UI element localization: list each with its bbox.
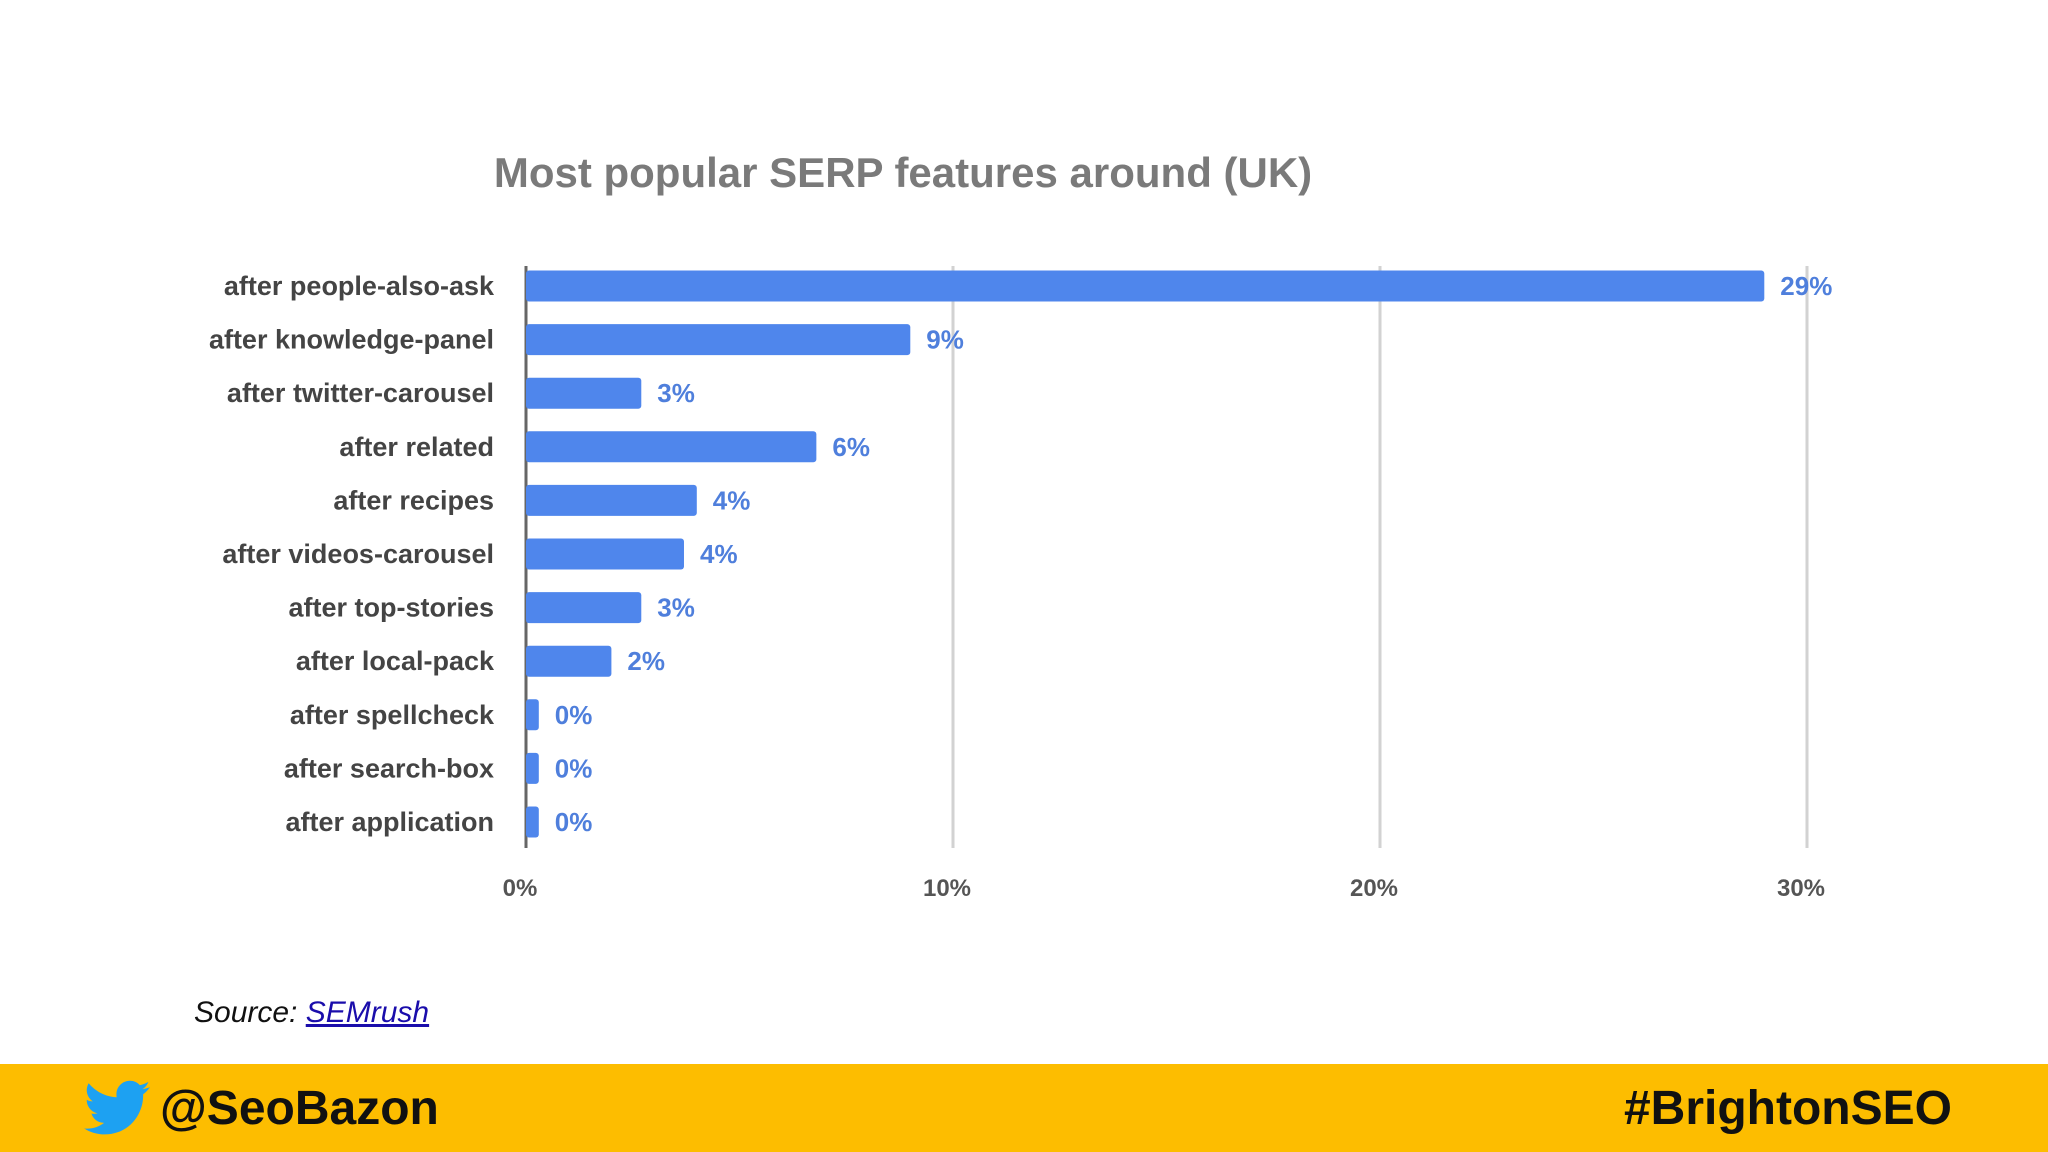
- data-label-4: 4%: [713, 485, 751, 515]
- bar-6: [526, 592, 642, 624]
- data-label-3: 6%: [832, 432, 870, 462]
- bar-layer: [526, 270, 1765, 838]
- category-label-2: after twitter-carousel: [227, 378, 494, 408]
- footer-bar: @SeoBazon #BrightonSEO: [0, 1064, 2048, 1152]
- category-label-1: after knowledge-panel: [209, 325, 494, 355]
- category-label-8: after spellcheck: [290, 700, 495, 730]
- category-label-7: after local-pack: [296, 646, 495, 676]
- source-prefix: Source:: [194, 996, 306, 1029]
- source-line: Source: SEMrush: [194, 996, 429, 1030]
- x-tick-label-30: 30%: [1777, 875, 1825, 902]
- twitter-bird-icon: [84, 1080, 150, 1135]
- bar-2: [526, 377, 642, 409]
- x-tick-label-0: 0%: [503, 875, 538, 902]
- bar-0: [526, 270, 1765, 302]
- bar-4: [526, 484, 697, 516]
- chart-title: Most popular SERP features around (UK): [494, 149, 1312, 196]
- bar-5: [526, 538, 684, 570]
- category-label-0: after people-also-ask: [224, 271, 495, 301]
- label-layer: after people-also-ask 29% after knowledge-…: [209, 271, 1832, 837]
- data-label-2: 3%: [657, 378, 695, 408]
- bar-7: [526, 645, 612, 677]
- category-label-9: after search-box: [284, 753, 494, 783]
- x-tick-label-10: 10%: [923, 875, 971, 902]
- data-label-8: 0%: [555, 700, 593, 730]
- source-link[interactable]: SEMrush: [305, 996, 430, 1029]
- twitter-handle: @SeoBazon: [160, 1081, 439, 1135]
- data-label-6: 3%: [657, 593, 695, 623]
- data-label-0: 29%: [1780, 271, 1832, 301]
- category-label-4: after recipes: [333, 485, 494, 515]
- category-label-10: after application: [285, 807, 494, 837]
- category-label-6: after top-stories: [288, 593, 494, 623]
- bar-1: [526, 324, 911, 356]
- twitter-handle-group: @SeoBazon: [84, 1080, 439, 1136]
- category-label-5: after videos-carousel: [222, 539, 494, 569]
- bar-8: [526, 699, 539, 731]
- data-label-1: 9%: [926, 325, 964, 355]
- bar-chart: Most popular SERP features around (UK) a…: [209, 149, 1832, 902]
- bar-3: [526, 431, 817, 463]
- x-tick-label-20: 20%: [1350, 875, 1398, 902]
- event-hashtag: #BrightonSEO: [1623, 1081, 1952, 1135]
- tick-layer: 0% 10% 20% 30%: [503, 875, 1825, 902]
- bar-10: [526, 806, 539, 838]
- bar-9: [526, 752, 539, 784]
- category-label-3: after related: [339, 432, 494, 462]
- data-label-7: 2%: [627, 646, 665, 676]
- data-label-9: 0%: [555, 753, 593, 783]
- data-label-10: 0%: [555, 807, 593, 837]
- data-label-5: 4%: [700, 539, 738, 569]
